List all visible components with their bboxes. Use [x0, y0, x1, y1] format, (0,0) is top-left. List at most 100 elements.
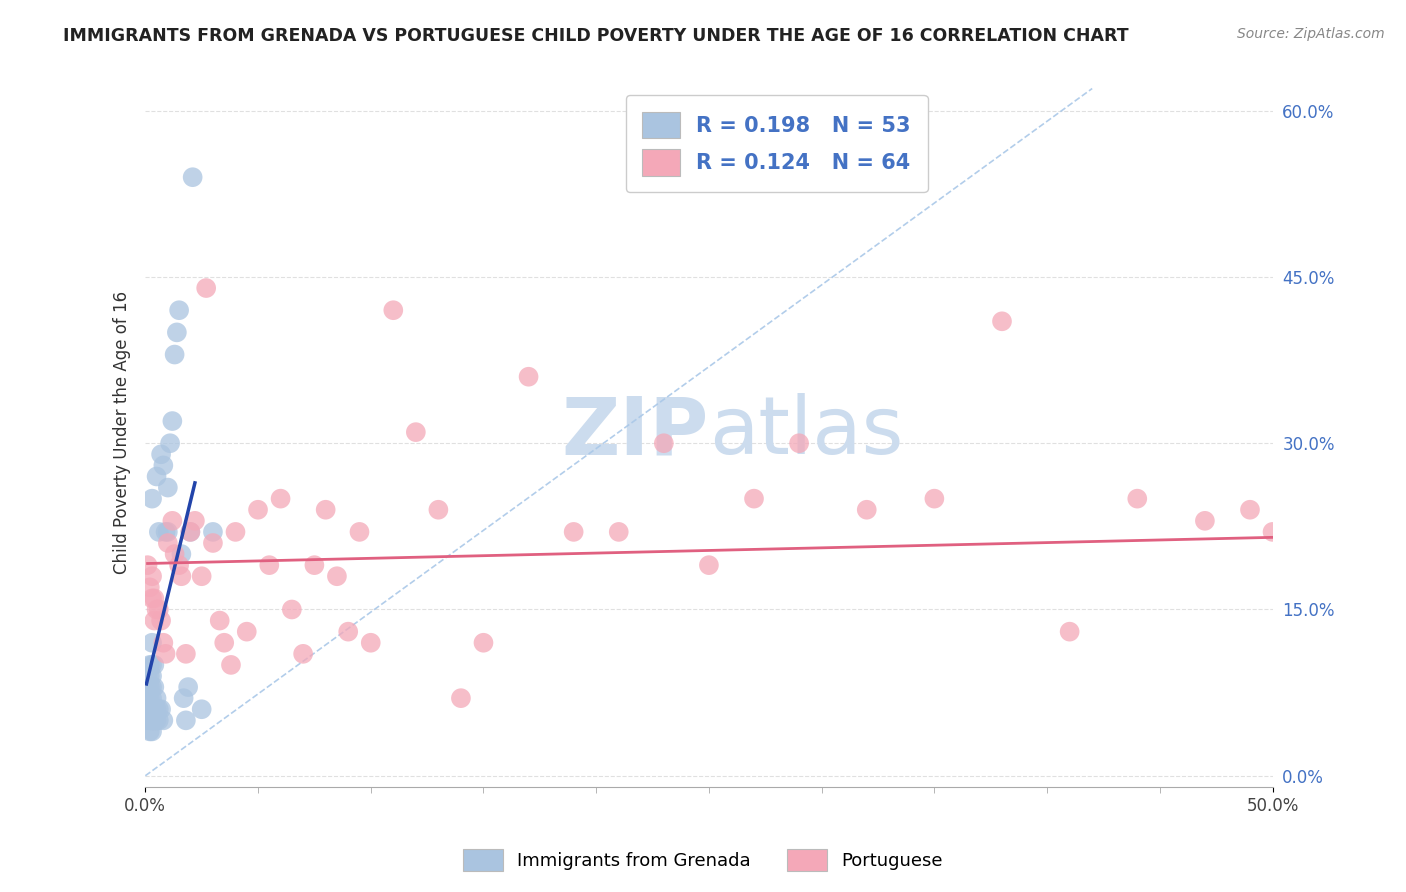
Point	[145, 469, 167, 483]
Point	[259, 558, 281, 573]
Point	[139, 580, 162, 594]
Point	[179, 524, 201, 539]
Point	[139, 702, 162, 716]
Point	[141, 669, 163, 683]
Point	[145, 702, 167, 716]
Point	[155, 524, 177, 539]
Point	[247, 502, 270, 516]
Point	[787, 436, 810, 450]
Point	[173, 691, 195, 706]
Point	[179, 524, 201, 539]
Point	[270, 491, 292, 506]
Point	[166, 326, 188, 340]
Point	[167, 303, 190, 318]
Point	[1351, 381, 1374, 395]
Point	[1306, 614, 1329, 628]
Point	[143, 714, 166, 728]
Point	[141, 702, 163, 716]
Point	[177, 680, 200, 694]
Point	[141, 636, 163, 650]
Point	[1126, 491, 1149, 506]
Point	[145, 714, 167, 728]
Point	[991, 314, 1014, 328]
Point	[135, 702, 157, 716]
Point	[136, 558, 159, 573]
Point	[145, 602, 167, 616]
Point	[170, 569, 193, 583]
Point	[174, 714, 197, 728]
Point	[143, 591, 166, 606]
Point	[143, 680, 166, 694]
Point	[472, 636, 495, 650]
Point	[315, 502, 337, 516]
Point	[156, 524, 179, 539]
Point	[143, 614, 166, 628]
Point	[195, 281, 218, 295]
Point	[148, 702, 170, 716]
Point	[163, 547, 186, 561]
Point	[150, 447, 173, 461]
Point	[360, 636, 382, 650]
Y-axis label: Child Poverty Under the Age of 16: Child Poverty Under the Age of 16	[114, 291, 131, 574]
Point	[152, 636, 174, 650]
Point	[292, 647, 315, 661]
Point	[162, 414, 184, 428]
Point	[427, 502, 450, 516]
Point	[148, 602, 170, 616]
Point	[145, 691, 167, 706]
Point	[139, 714, 162, 728]
Point	[141, 691, 163, 706]
Point	[405, 425, 427, 439]
Point	[141, 680, 163, 694]
Point	[562, 524, 585, 539]
Point	[136, 669, 159, 683]
Point	[855, 502, 877, 516]
Point	[201, 536, 224, 550]
Point	[139, 680, 162, 694]
Point	[1396, 724, 1406, 739]
Point	[697, 558, 720, 573]
Point	[219, 657, 242, 672]
Point	[1194, 514, 1216, 528]
Point	[1261, 524, 1284, 539]
Point	[517, 369, 540, 384]
Point	[150, 702, 173, 716]
Point	[236, 624, 259, 639]
Point	[143, 657, 166, 672]
Point	[141, 569, 163, 583]
Point	[924, 491, 946, 506]
Legend: R = 0.198   N = 53, R = 0.124   N = 64: R = 0.198 N = 53, R = 0.124 N = 64	[626, 95, 928, 193]
Point	[652, 436, 675, 450]
Point	[382, 303, 405, 318]
Point	[208, 614, 231, 628]
Text: ZIP: ZIP	[561, 393, 709, 471]
Point	[155, 647, 177, 661]
Point	[337, 624, 360, 639]
Legend: Immigrants from Grenada, Portuguese: Immigrants from Grenada, Portuguese	[456, 842, 950, 879]
Point	[167, 558, 190, 573]
Point	[326, 569, 349, 583]
Point	[162, 514, 184, 528]
Point	[150, 614, 173, 628]
Point	[136, 691, 159, 706]
Point	[304, 558, 326, 573]
Point	[152, 714, 174, 728]
Point	[148, 524, 170, 539]
Point	[349, 524, 371, 539]
Point	[224, 524, 246, 539]
Point	[139, 724, 162, 739]
Point	[1059, 624, 1081, 639]
Point	[143, 702, 166, 716]
Point	[181, 170, 204, 185]
Point	[139, 669, 162, 683]
Point	[141, 591, 163, 606]
Point	[139, 657, 162, 672]
Point	[190, 569, 212, 583]
Point	[141, 724, 163, 739]
Point	[136, 680, 159, 694]
Point	[136, 714, 159, 728]
Point	[139, 702, 162, 716]
Text: IMMIGRANTS FROM GRENADA VS PORTUGUESE CHILD POVERTY UNDER THE AGE OF 16 CORRELAT: IMMIGRANTS FROM GRENADA VS PORTUGUESE CH…	[63, 27, 1129, 45]
Point	[450, 691, 472, 706]
Point	[148, 714, 170, 728]
